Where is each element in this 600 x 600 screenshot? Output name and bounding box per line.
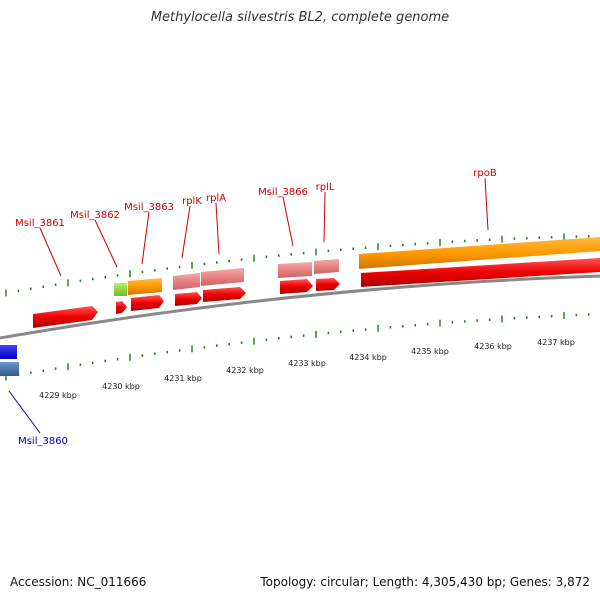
msil-3866-pink-feature[interactable] (278, 262, 312, 278)
inner-tick-ring (5, 312, 590, 381)
callout-rpob (484, 177, 489, 231)
callout-msil-3861 (39, 227, 62, 277)
gene-label-msil-3860[interactable]: Msil_3860 (18, 436, 68, 447)
scale-label: 4232 kbp (226, 366, 264, 375)
genome-title: Methylocella silvestris BL2, complete ge… (150, 10, 450, 25)
msil-3860-feature-steel[interactable] (0, 362, 19, 376)
scale-label: 4231 kbp (164, 374, 202, 383)
gene-label-rplk[interactable]: rplK (182, 196, 202, 207)
msil-3863-arrow[interactable] (131, 295, 164, 311)
genome-summary-text: Topology: circular; Length: 4,305,430 bp… (260, 575, 590, 589)
gene-label-msil-3861[interactable]: Msil_3861 (15, 218, 65, 229)
scale-label: 4236 kbp (474, 342, 512, 351)
callout-rplk (181, 205, 191, 259)
callout-msil-3866 (282, 196, 294, 247)
callout-rpll (323, 191, 326, 243)
rpla-pink-feature[interactable] (201, 268, 244, 286)
rplk-pink-feature[interactable] (173, 273, 200, 290)
scale-label: 4229 kbp (39, 391, 77, 400)
rpla-arrow[interactable] (203, 287, 246, 302)
rpob-arrow[interactable] (361, 258, 600, 287)
rpob-orange-feature[interactable] (359, 237, 600, 269)
genome-backbone (0, 274, 600, 340)
callout-msil-3863 (141, 211, 150, 265)
scale-label: 4235 kbp (411, 347, 449, 356)
gene-label-msil-3866[interactable]: Msil_3866 (258, 187, 308, 198)
scale-label: 4234 kbp (349, 353, 387, 362)
msil-3861-arrow[interactable] (33, 306, 98, 328)
rplk-arrow[interactable] (175, 292, 202, 306)
callout-rpla (215, 202, 220, 255)
scale-label: 4237 kbp (537, 338, 575, 347)
msil-3863-orange-feature[interactable] (128, 278, 162, 295)
rpll-arrow[interactable] (316, 278, 340, 291)
gene-label-rpla[interactable]: rplA (206, 193, 226, 204)
gene-label-msil-3862[interactable]: Msil_3862 (70, 210, 120, 221)
msil-3866-arrow[interactable] (280, 279, 313, 294)
gene-label-msil-3863[interactable]: Msil_3863 (124, 202, 174, 213)
scale-labels: 4229 kbp 4230 kbp 4231 kbp 4232 kbp 4233 kbp… (39, 338, 575, 400)
outer-tick-ring (5, 233, 590, 297)
msil-3862-trna-box[interactable] (114, 283, 127, 296)
gene-label-rpob[interactable]: rpoB (473, 168, 497, 179)
gene-label-rpll[interactable]: rplL (316, 182, 335, 193)
msil-3860-feature-blue[interactable] (0, 345, 17, 359)
accession-text: Accession: NC_011666 (10, 575, 147, 589)
msil-3862-arrow[interactable] (116, 301, 127, 314)
callout-msil-3860 (8, 390, 41, 434)
scale-label: 4230 kbp (102, 382, 140, 391)
callout-msil-3862 (94, 219, 118, 268)
scale-label: 4233 kbp (288, 359, 326, 368)
rpll-pink-feature[interactable] (314, 259, 339, 274)
